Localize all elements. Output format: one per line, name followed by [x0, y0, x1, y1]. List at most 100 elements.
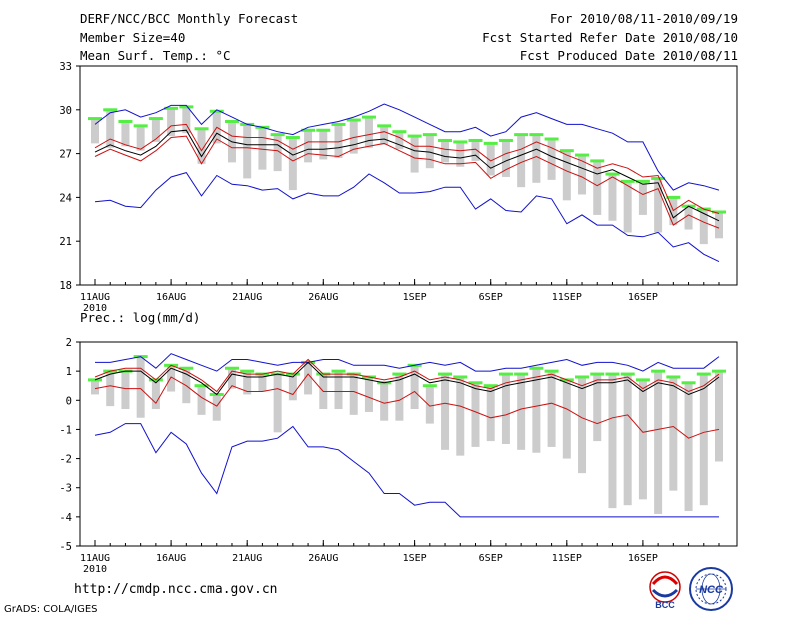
box — [699, 374, 708, 506]
x-tick-label: 11AUG — [80, 553, 110, 564]
median-mark — [651, 176, 666, 180]
box — [364, 117, 373, 148]
y-tick-label: 30 — [59, 105, 72, 117]
median-mark — [392, 130, 407, 134]
ncc-logo: NCC — [689, 567, 733, 611]
median-mark — [529, 133, 544, 137]
y-tick-label: -2 — [59, 454, 72, 466]
median-mark — [468, 381, 483, 385]
box — [669, 376, 678, 491]
box — [273, 134, 282, 172]
median-mark — [666, 375, 681, 379]
box — [151, 379, 160, 410]
median-mark — [103, 108, 118, 112]
median-mark — [438, 138, 453, 142]
y-tick-label: -4 — [59, 512, 72, 524]
median-mark — [224, 119, 239, 123]
median-mark — [620, 372, 635, 376]
median-mark — [590, 159, 605, 163]
median-mark — [483, 141, 498, 145]
median-mark — [194, 127, 209, 131]
median-mark — [559, 149, 574, 153]
bcc-logo: BCC — [649, 571, 681, 610]
box — [364, 376, 373, 412]
median-mark — [224, 366, 239, 370]
box — [501, 374, 510, 444]
box — [91, 118, 99, 144]
median-mark — [483, 384, 498, 388]
median-mark — [498, 372, 513, 376]
box — [547, 371, 556, 447]
median-mark — [422, 133, 437, 137]
series-line-min — [94, 423, 719, 518]
median-mark — [498, 138, 513, 142]
median-mark — [453, 140, 468, 144]
box — [699, 209, 708, 245]
series-line-mean — [94, 361, 720, 396]
box — [243, 124, 252, 179]
box — [456, 141, 465, 167]
median-mark — [133, 124, 148, 128]
median-mark — [605, 372, 620, 376]
box — [654, 371, 663, 514]
series-line-max — [95, 353, 720, 372]
box — [593, 374, 602, 442]
median-mark — [514, 133, 529, 137]
box — [471, 140, 480, 161]
x-tick-label: 1SEP — [403, 292, 427, 303]
box — [227, 368, 236, 389]
x-tick-label: 26AUG — [308, 292, 338, 303]
median-mark — [681, 381, 696, 385]
x-tick-label: 1SEP — [403, 553, 427, 564]
box — [182, 106, 191, 134]
box — [136, 125, 145, 151]
x-tick-label: 16SEP — [628, 553, 658, 564]
box — [608, 174, 617, 221]
header-start-date: Fcst Started Refer Date 2010/08/10 — [482, 30, 738, 45]
box — [197, 128, 206, 164]
y-tick-label: 27 — [59, 149, 72, 161]
box — [136, 356, 145, 418]
x-tick-label: 11SEP — [552, 553, 582, 564]
footer-url[interactable]: http://cmdp.ncc.cma.gov.cn — [74, 582, 278, 597]
median-mark — [361, 115, 376, 119]
box — [471, 382, 480, 447]
box — [532, 368, 541, 453]
header-produced-date: Fcst Produced Date 2010/08/11 — [519, 48, 738, 63]
median-mark — [544, 137, 559, 141]
median-mark — [301, 128, 316, 132]
box — [106, 371, 115, 407]
x-tick-label: 16SEP — [628, 292, 658, 303]
box — [91, 379, 99, 395]
x-year-label: 2010 — [83, 564, 107, 575]
median-mark — [194, 384, 209, 388]
box — [197, 385, 206, 415]
y-tick-label: 33 — [59, 61, 72, 73]
x-tick-label: 6SEP — [479, 553, 503, 564]
box — [578, 376, 587, 474]
box — [562, 150, 571, 201]
box — [258, 374, 267, 392]
series-line-spread-low — [94, 373, 720, 439]
y-tick-label: -1 — [59, 424, 72, 436]
box — [441, 374, 450, 450]
box — [121, 371, 130, 410]
box — [441, 140, 450, 163]
median-mark — [453, 375, 468, 379]
box — [258, 127, 267, 170]
plot-frame — [79, 65, 738, 286]
median-mark — [331, 369, 346, 373]
box — [349, 120, 358, 154]
median-mark — [285, 136, 300, 140]
median-mark — [635, 179, 650, 183]
y-tick-label: 21 — [59, 236, 72, 248]
series-line-max — [94, 103, 720, 191]
median-mark — [651, 369, 666, 373]
median-mark — [438, 372, 453, 376]
median-mark — [666, 195, 681, 199]
box — [151, 118, 160, 142]
box — [212, 394, 221, 421]
median-mark — [179, 105, 194, 109]
box — [517, 134, 526, 188]
